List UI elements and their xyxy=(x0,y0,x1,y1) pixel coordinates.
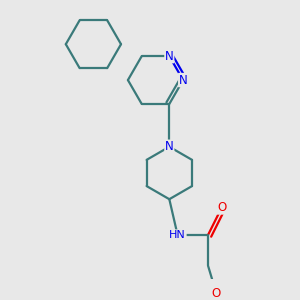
Text: O: O xyxy=(217,201,226,214)
Text: N: N xyxy=(165,140,174,153)
Text: HN: HN xyxy=(169,230,186,240)
Text: N: N xyxy=(165,50,174,63)
Text: N: N xyxy=(179,74,188,87)
Text: O: O xyxy=(212,286,221,299)
